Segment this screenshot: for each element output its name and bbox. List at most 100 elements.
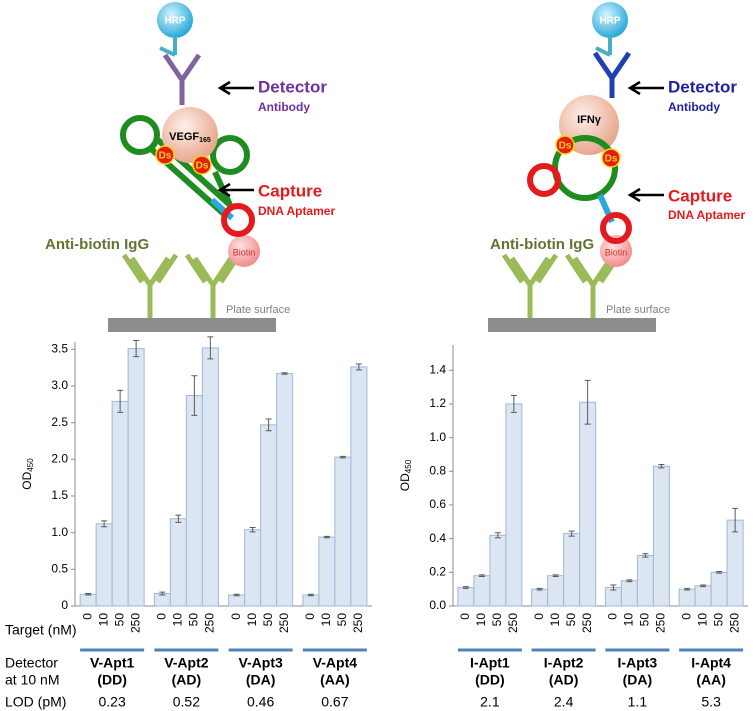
x-tick-label: 250 bbox=[506, 613, 520, 633]
group-row-label: Detector bbox=[5, 655, 58, 671]
ifn-diagram: Plate surface Anti-biotin IgG Biotin IFN… bbox=[488, 2, 745, 332]
x-row-label: Target (nM) bbox=[5, 622, 77, 638]
igg-label: Anti-biotin IgG bbox=[490, 236, 594, 253]
hrp-linker bbox=[595, 38, 612, 57]
group-row-label: at 10 nM bbox=[5, 672, 59, 688]
ds-label: Ds bbox=[196, 161, 209, 172]
target-sub: 165 bbox=[199, 137, 211, 144]
biotin bbox=[600, 235, 632, 267]
group-name: V-Apt1 bbox=[90, 655, 135, 671]
aptamer-label: DNA Aptamer bbox=[668, 208, 745, 222]
bar bbox=[694, 585, 712, 607]
detector-label: Detector bbox=[258, 77, 327, 96]
ds-label: Ds bbox=[559, 141, 572, 152]
bar bbox=[489, 534, 507, 607]
vegf bbox=[162, 107, 218, 163]
bar bbox=[531, 588, 549, 607]
error-bar bbox=[85, 593, 92, 596]
detector-label: Detector bbox=[668, 77, 737, 96]
bar bbox=[260, 424, 278, 607]
hrp-linker bbox=[159, 38, 177, 57]
x-tick-label: 50 bbox=[638, 613, 652, 627]
error-bar bbox=[716, 570, 723, 574]
y-tick-label: 1.5 bbox=[51, 488, 68, 502]
y-tick-label: 0.6 bbox=[429, 497, 446, 511]
bar bbox=[79, 593, 97, 607]
error-bar bbox=[552, 574, 559, 578]
x-tick-label: 10 bbox=[171, 613, 185, 627]
y-tick-label: 2.0 bbox=[51, 452, 68, 466]
error-bar bbox=[101, 520, 108, 528]
biotin bbox=[228, 235, 260, 267]
bar bbox=[505, 403, 523, 607]
error-bar bbox=[584, 379, 591, 425]
x-tick-label: 10 bbox=[474, 613, 488, 627]
y-tick-label: 1.4 bbox=[429, 362, 446, 376]
y-label-text: OD bbox=[20, 471, 34, 489]
error-bar bbox=[568, 530, 575, 537]
error-bar bbox=[684, 587, 691, 591]
group-variant: (DD) bbox=[475, 672, 505, 688]
y-axis-label: OD450 bbox=[398, 459, 413, 491]
bar bbox=[201, 347, 219, 607]
x-tick-label: 10 bbox=[548, 613, 562, 627]
group-variant: (DA) bbox=[623, 672, 653, 688]
error-bar bbox=[642, 553, 649, 558]
bar bbox=[276, 373, 294, 607]
y-label-sub: 450 bbox=[404, 459, 413, 473]
lod-value: 2.1 bbox=[480, 694, 500, 710]
error-bar bbox=[133, 340, 140, 358]
x-tick-label: 50 bbox=[564, 613, 578, 627]
group-variant: (AD) bbox=[549, 672, 579, 688]
bar bbox=[652, 465, 670, 607]
y-tick-label: 2.5 bbox=[51, 415, 68, 429]
hrp bbox=[157, 2, 193, 38]
arrow bbox=[217, 182, 254, 198]
aptamer bbox=[527, 135, 632, 244]
group-name: V-Apt4 bbox=[313, 655, 358, 671]
error-bar bbox=[510, 395, 517, 413]
error-bar bbox=[249, 527, 256, 533]
error-bar bbox=[117, 389, 124, 413]
group-variant: (DD) bbox=[97, 672, 127, 688]
lod-row-label: LOD (pM) bbox=[5, 694, 66, 710]
y-tick-label: 0 bbox=[61, 598, 68, 612]
hrp-label: HRP bbox=[599, 16, 620, 27]
lod-value: 1.1 bbox=[628, 694, 648, 710]
error-bar bbox=[159, 591, 166, 596]
biotin-label: Biotin bbox=[233, 247, 256, 257]
y-tick-label: 0.5 bbox=[51, 562, 68, 576]
igg-antibodies bbox=[121, 253, 242, 318]
y-tick-label: 0.4 bbox=[429, 531, 446, 545]
group-variant: (AA) bbox=[696, 672, 726, 688]
group-name: I-Apt2 bbox=[544, 655, 584, 671]
group-name: V-Apt2 bbox=[164, 655, 209, 671]
bar bbox=[547, 575, 565, 607]
arrow bbox=[627, 80, 664, 96]
bar bbox=[457, 586, 475, 607]
x-tick-label: 0 bbox=[80, 613, 94, 620]
error-bar bbox=[323, 535, 330, 539]
x-tick-label: 50 bbox=[490, 613, 504, 627]
capture-label: Capture bbox=[668, 186, 732, 205]
y-tick-label: 1.0 bbox=[429, 430, 446, 444]
bar bbox=[169, 518, 187, 607]
error-bar bbox=[233, 593, 240, 597]
bar bbox=[334, 456, 352, 607]
y-tick-label: 0.8 bbox=[429, 463, 446, 477]
error-bar bbox=[175, 514, 182, 523]
error-bar bbox=[307, 593, 314, 597]
y-tick-label: 0.0 bbox=[429, 598, 446, 612]
hrp-label: HRP bbox=[164, 16, 185, 27]
error-bar bbox=[610, 584, 617, 591]
y-tick-label: 1.2 bbox=[429, 396, 446, 410]
target-label: IFNγ bbox=[577, 114, 602, 126]
plate bbox=[108, 318, 276, 332]
group-name: I-Apt3 bbox=[618, 655, 658, 671]
bar bbox=[350, 366, 368, 607]
x-tick-label: 10 bbox=[622, 613, 636, 627]
error-bar bbox=[339, 455, 346, 459]
error-bar bbox=[536, 587, 543, 591]
bar bbox=[302, 594, 320, 607]
